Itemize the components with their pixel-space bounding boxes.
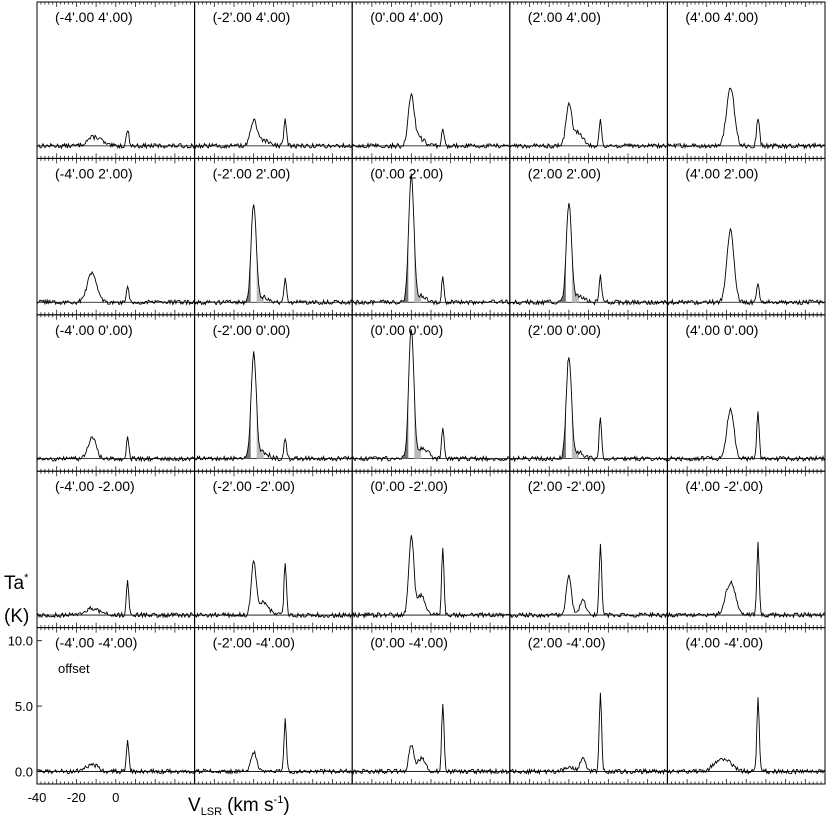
panel-label: (4'.00 4'.00) bbox=[685, 9, 758, 25]
panel-frame bbox=[194, 1, 353, 159]
spectrum-line bbox=[509, 203, 668, 307]
spectrum-line bbox=[509, 692, 668, 776]
panel-label: (-2'.00 4'.00) bbox=[213, 9, 291, 25]
blue-wing-shading bbox=[399, 391, 409, 459]
panel-label: (0'.00 4'.00) bbox=[370, 9, 443, 25]
spectrum-line bbox=[666, 406, 826, 463]
panel-label: (0'.00 0'.00) bbox=[370, 322, 443, 338]
panel-frame bbox=[351, 627, 511, 785]
panel-label: (-4'.00 -4'.00) bbox=[55, 635, 137, 651]
panel-frame bbox=[194, 314, 353, 472]
panel-label: (-4'.00 -2.00) bbox=[55, 478, 135, 494]
spectrum-line bbox=[36, 130, 195, 150]
y-axis-label-superscript: * bbox=[24, 572, 29, 584]
panel-label: (0'.00 -2'.00) bbox=[370, 478, 448, 494]
spectrum-line bbox=[194, 718, 353, 775]
panel-label: (-2'.00 -4'.00) bbox=[213, 635, 295, 651]
panel-frame bbox=[666, 1, 826, 159]
red-wing-shading bbox=[256, 251, 264, 303]
panel-label: (-2'.00 2'.00) bbox=[213, 165, 291, 181]
panel-frame bbox=[36, 627, 196, 785]
spectrum-line bbox=[194, 204, 353, 306]
panel-frame bbox=[36, 157, 196, 316]
red-wing-shading bbox=[414, 232, 422, 303]
x-tick-label: -20 bbox=[67, 790, 86, 805]
panel-frame bbox=[36, 1, 196, 159]
panel-frame bbox=[509, 470, 668, 629]
y-tick-label: 5.0 bbox=[15, 699, 33, 714]
panel-label: (-4'.00 2'.00) bbox=[55, 165, 133, 181]
panel-label: (4'.00 -4'.00) bbox=[685, 635, 763, 651]
panel-frame bbox=[666, 314, 826, 472]
red-wing-shading bbox=[571, 248, 579, 303]
spectrum-line bbox=[36, 270, 195, 307]
spectrum-line bbox=[667, 697, 826, 776]
offset-note: offset bbox=[58, 661, 90, 676]
y-axis-unit: (K) bbox=[4, 606, 29, 627]
panel-label: (0'.00 -4'.00) bbox=[370, 635, 448, 651]
panel-label: (2'.00 2'.00) bbox=[528, 165, 601, 181]
panel-label: (2'.00 -4'.00) bbox=[528, 635, 606, 651]
panel-label: (4'.00 0'.00) bbox=[685, 322, 758, 338]
panel-frame bbox=[666, 470, 826, 629]
spectrum-line bbox=[36, 436, 195, 463]
x-axis-unit-superscript: -1 bbox=[274, 794, 284, 806]
red-wing-shading bbox=[571, 403, 579, 459]
x-axis-label-subscript: LSR bbox=[201, 806, 222, 818]
spectrum-line bbox=[194, 351, 353, 462]
spectrum-line bbox=[351, 173, 511, 307]
panel-frame bbox=[194, 627, 353, 785]
panel-frame bbox=[36, 314, 196, 472]
panel-label: (4'.00 2'.00) bbox=[685, 165, 758, 181]
panel-label: (0'.00 2'.00) bbox=[370, 165, 443, 181]
spectrum-line bbox=[509, 357, 668, 463]
spectrum-line bbox=[351, 703, 511, 776]
spectrum-line bbox=[667, 87, 826, 150]
panels-group: (-4'.00 4'.00) (-2'.00 4'.00) (0'.00 4'.00… bbox=[8, 1, 826, 805]
y-tick-label: 0.0 bbox=[15, 764, 33, 779]
panel-frame bbox=[509, 627, 668, 785]
panel-label: (2'.00 4'.00) bbox=[528, 9, 601, 25]
panel-label: (-2'.00 0'.00) bbox=[213, 322, 291, 338]
panel-label: (4'.00 -2'.00) bbox=[685, 478, 763, 494]
spectrum-line bbox=[509, 101, 668, 150]
red-wing-shading bbox=[414, 388, 422, 459]
panel-frame bbox=[509, 157, 668, 316]
panel-label: (-4'.00 4'.00) bbox=[55, 9, 133, 25]
spectrum-line bbox=[667, 541, 826, 619]
spectrum-line bbox=[509, 543, 668, 619]
panel-frame bbox=[351, 470, 511, 629]
panel-label: (-2'.00 -2'.00) bbox=[213, 478, 295, 494]
x-axis-label: VLSR (km s-1) bbox=[188, 794, 290, 818]
panel-frame bbox=[351, 314, 511, 472]
panel-frame bbox=[194, 470, 353, 629]
panel-frame bbox=[509, 314, 668, 472]
spectrum-line bbox=[37, 740, 196, 775]
x-tick-label: -40 bbox=[28, 790, 47, 805]
panel-label: (2'.00 0'.00) bbox=[528, 322, 601, 338]
spectrum-line bbox=[36, 580, 195, 619]
panel-frame bbox=[36, 470, 196, 629]
y-axis-label: Ta* bbox=[4, 572, 29, 594]
spectrum-line bbox=[352, 329, 511, 463]
panel-frame bbox=[351, 1, 511, 159]
blue-wing-shading bbox=[241, 253, 251, 303]
panel-label: (-4'.00 0'.00) bbox=[55, 322, 133, 338]
panel-label: (2'.00 -2'.00) bbox=[528, 478, 606, 494]
panel-frame bbox=[666, 627, 826, 785]
spectrum-line bbox=[194, 118, 353, 150]
spectrum-line bbox=[666, 228, 826, 307]
panel-frame bbox=[194, 157, 353, 316]
y-tick-label: 10.0 bbox=[8, 634, 33, 649]
spectrum-line bbox=[194, 559, 353, 619]
panel-frame bbox=[509, 1, 668, 159]
red-wing-shading bbox=[256, 400, 264, 459]
spectrum-line bbox=[351, 535, 510, 620]
panel-frame bbox=[666, 157, 826, 316]
panel-frame bbox=[351, 157, 511, 316]
spectrum-line bbox=[351, 92, 511, 150]
x-tick-label: 0 bbox=[112, 790, 119, 805]
